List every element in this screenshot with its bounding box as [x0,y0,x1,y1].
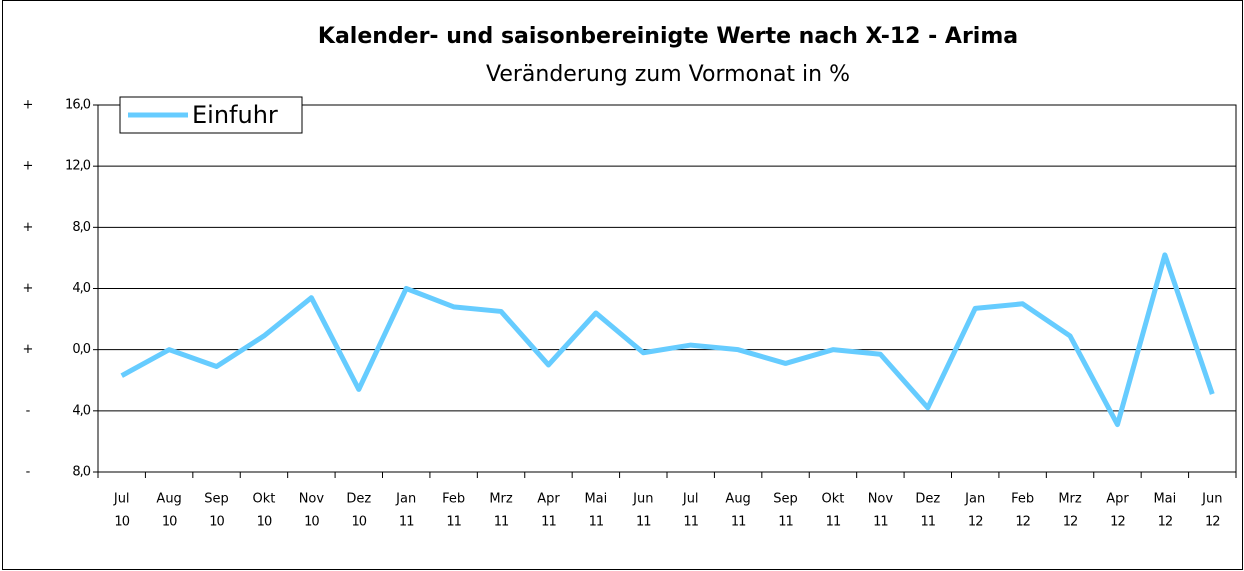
y-tick-label: 16,0 [65,98,91,113]
x-tick-label: Mai [1153,492,1176,507]
x-tick-label: Nov [299,492,325,507]
x-tick-label: 10 [162,515,177,530]
y-tick-label: 4,0 [72,403,90,418]
x-tick-label: 11 [399,515,414,530]
x-tick-label: 12 [968,515,983,530]
x-tick-label: 12 [1205,515,1220,530]
x-tick-label: 11 [921,515,936,530]
x-tick-label: Aug [725,492,750,507]
x-tick-label: Nov [868,492,894,507]
y-tick-sign: - [26,403,31,418]
y-tick-label: 8,0 [72,220,90,235]
x-tick-label: 11 [589,515,604,530]
x-tick-label: Mrz [1058,492,1082,507]
x-tick-label: Feb [442,492,465,507]
x-tick-label: Mrz [489,492,513,507]
x-tick-label: 11 [494,515,509,530]
x-tick-label: Jan [964,492,985,507]
x-tick-label: 12 [1015,515,1030,530]
y-tick-sign: + [23,281,34,296]
x-tick-label: Jun [1201,492,1222,507]
x-tick-label: 11 [731,515,746,530]
y-tick-sign: + [23,98,34,113]
y-tick-sign: + [23,220,34,235]
y-tick-sign: + [23,342,34,357]
x-tick-label: Apr [537,492,560,507]
x-tick-label: Jul [113,492,130,507]
y-tick-label: 4,0 [72,281,90,296]
x-tick-label: 12 [1158,515,1173,530]
y-tick-sign: - [26,465,31,480]
x-tick-label: 12 [1110,515,1125,530]
x-tick-label: 11 [873,515,888,530]
x-tick-label: 10 [114,515,129,530]
legend-label: Einfuhr [192,101,278,129]
x-tick-label: Okt [253,492,276,507]
x-tick-label: 11 [541,515,556,530]
y-tick-label: 0,0 [72,342,90,357]
y-tick-label: 8,0 [72,465,90,480]
x-tick-label: 11 [636,515,651,530]
x-tick-label: Dez [915,492,940,507]
x-tick-label: Sep [773,492,798,507]
y-tick-sign: + [23,159,34,174]
x-tick-label: 10 [352,515,367,530]
x-tick-label: 11 [778,515,793,530]
x-tick-label: 10 [304,515,319,530]
x-tick-label: Feb [1011,492,1034,507]
chart-title: Kalender- und saisonbereinigte Werte nac… [318,24,1018,49]
x-tick-label: Sep [204,492,229,507]
x-tick-label: Apr [1106,492,1129,507]
y-tick-label: 12,0 [65,159,91,174]
x-tick-label: 12 [1063,515,1078,530]
chart-subtitle: Veränderung zum Vormonat in % [486,62,850,87]
x-tick-label: Dez [346,492,371,507]
series-line [120,252,1215,428]
x-tick-label: Okt [822,492,845,507]
x-tick-label: Mai [584,492,607,507]
x-tick-label: 11 [826,515,841,530]
x-tick-label: Aug [156,492,181,507]
x-tick-label: Jan [395,492,416,507]
x-tick-label: 10 [257,515,272,530]
x-tick-label: Jul [682,492,699,507]
x-tick-label: 11 [446,515,461,530]
x-tick-label: Jun [632,492,653,507]
x-tick-label: 11 [683,515,698,530]
x-tick-label: 10 [209,515,224,530]
